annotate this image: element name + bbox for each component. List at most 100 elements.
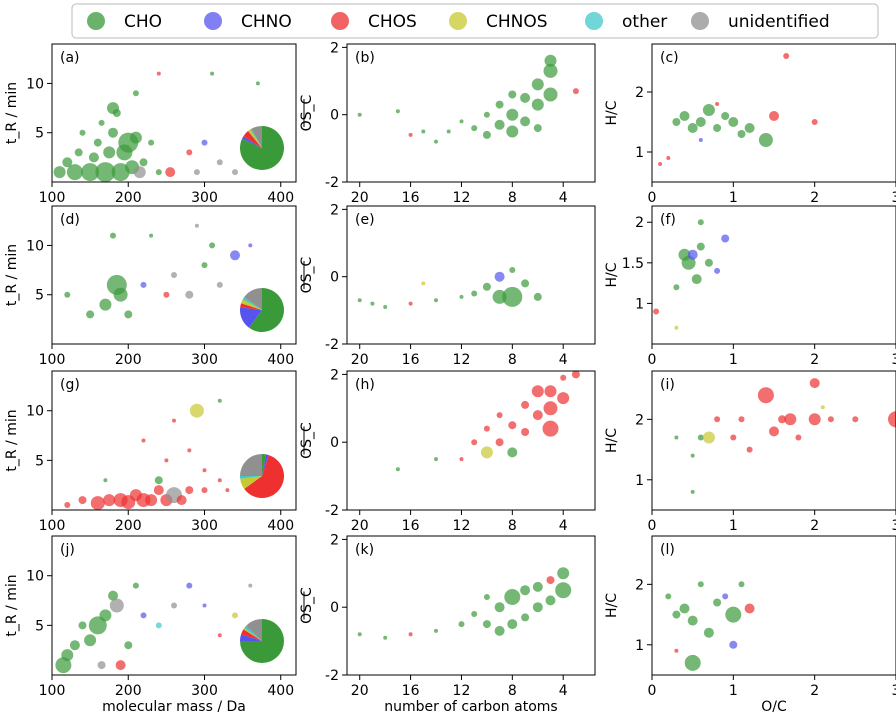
data-point <box>713 598 722 607</box>
data-point <box>544 385 557 398</box>
y-axis-label: t_R / min <box>4 574 20 636</box>
data-point <box>62 157 73 168</box>
data-point <box>145 494 158 507</box>
x-tick-label: 0 <box>648 352 657 368</box>
panel-label: (b) <box>355 50 375 66</box>
data-point <box>702 431 715 444</box>
data-point <box>357 632 362 637</box>
x-tick-label: 8 <box>508 683 517 699</box>
data-point <box>852 416 859 423</box>
data-point <box>217 478 222 483</box>
x-tick-label: 2 <box>810 352 819 368</box>
data-point <box>232 612 238 619</box>
data-point <box>153 485 164 496</box>
y-axis-label: OS_C <box>299 256 315 293</box>
data-point <box>533 292 542 301</box>
data-point <box>531 98 544 111</box>
data-point <box>164 458 169 463</box>
y-tick-label: 2 <box>635 412 644 428</box>
x-tick-label: 4 <box>559 683 568 699</box>
data-point <box>690 453 695 458</box>
y-axis-label: t_R / min <box>4 244 20 306</box>
y-tick-label: 2 <box>330 202 339 218</box>
data-point <box>187 448 192 453</box>
data-point <box>483 594 490 600</box>
axes-frame <box>51 370 297 511</box>
data-point <box>217 398 222 403</box>
data-point <box>703 627 714 638</box>
legend-label: other <box>622 12 667 32</box>
panel-label: (k) <box>355 542 374 558</box>
y-tick-label: 2 <box>330 532 339 548</box>
y-tick-label: 0 <box>330 270 339 286</box>
data-point <box>543 401 558 416</box>
data-point <box>520 92 531 103</box>
x-tick-label: 16 <box>402 683 420 699</box>
data-point <box>532 602 543 613</box>
data-point <box>132 582 139 589</box>
panel-j: 100 200 300 400 5 10 (j) t_R / min molecular mas… <box>4 535 297 712</box>
data-point <box>156 71 161 76</box>
data-point <box>84 634 97 647</box>
data-point <box>97 661 106 670</box>
data-point <box>103 146 116 159</box>
data-point <box>543 87 558 102</box>
data-point <box>533 124 542 133</box>
data-point <box>728 117 739 127</box>
data-point <box>471 439 478 446</box>
data-point <box>154 476 163 485</box>
y-tick-label: 1 <box>635 638 644 654</box>
data-point <box>421 129 426 134</box>
data-point <box>55 657 72 674</box>
y-tick-label: 2 <box>635 577 644 593</box>
data-point <box>201 139 208 146</box>
data-point <box>171 602 177 609</box>
x-tick-label: 3 <box>892 518 896 534</box>
data-point <box>494 602 505 613</box>
y-tick-label: -2 <box>325 503 339 519</box>
data-point <box>521 400 530 409</box>
x-tick-label: 0 <box>648 190 657 206</box>
data-point <box>155 622 162 629</box>
pie-slice <box>241 629 262 641</box>
x-tick-label: 100 <box>39 518 66 534</box>
data-point <box>532 581 543 592</box>
data-point <box>133 166 146 179</box>
data-point <box>129 131 142 144</box>
data-point <box>482 282 491 291</box>
data-point <box>61 649 74 662</box>
x-tick-label: 20 <box>351 683 369 699</box>
y-tick-label: -2 <box>325 668 339 684</box>
x-axis-label: number of carbon atoms <box>384 699 557 712</box>
x-tick-label: 0 <box>648 518 657 534</box>
pie-slice <box>240 476 262 479</box>
data-point <box>480 446 493 459</box>
data-point <box>738 416 745 423</box>
data-point <box>149 233 154 238</box>
pie-slice <box>249 288 285 333</box>
data-point <box>674 435 679 440</box>
data-point <box>110 232 116 239</box>
data-point <box>124 641 133 650</box>
data-point <box>95 162 116 183</box>
y-axis-label: OS_C <box>299 94 315 131</box>
data-point <box>163 291 170 298</box>
data-point <box>520 585 531 596</box>
y-tick-label: 5 <box>35 126 44 142</box>
y-axis-label: t_R / min <box>4 409 20 471</box>
data-point <box>508 421 517 430</box>
y-tick-label: -2 <box>325 175 339 191</box>
data-point <box>232 169 238 176</box>
data-point <box>687 249 698 260</box>
data-point <box>672 118 681 126</box>
panel-c: 0 1 2 3 1 2 (c) H/C <box>604 43 896 206</box>
data-point <box>684 654 701 671</box>
panel-d: 100 200 300 400 5 10 (d) t_R / min <box>4 205 297 368</box>
data-point <box>103 478 108 483</box>
data-point <box>722 593 729 600</box>
data-point <box>544 54 557 67</box>
data-point <box>665 593 672 600</box>
data-point <box>171 272 177 278</box>
axes-frame <box>346 205 596 345</box>
data-point <box>757 387 774 404</box>
